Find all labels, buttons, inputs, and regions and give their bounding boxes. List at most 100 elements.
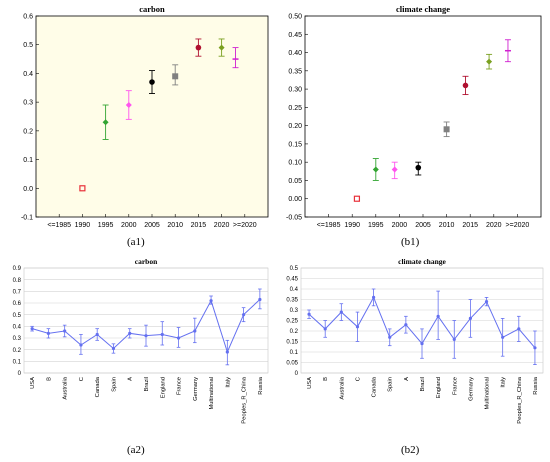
carbon-country-plot-frame	[23, 267, 269, 374]
climate-year-xtick-label: 2000	[392, 222, 408, 229]
climate-year-point-3	[415, 164, 422, 171]
climate-country-point-14	[533, 346, 537, 350]
carbon-country-title: carbon	[135, 257, 158, 266]
climate-year-xtick-label: 2020	[486, 222, 502, 229]
climate-year-point-1	[372, 166, 379, 173]
climate-country-point-9	[452, 337, 456, 341]
carbon-country-xtick-label: USA	[30, 377, 36, 389]
climate-year-ytick-label: 0.15	[288, 141, 302, 148]
climate-year-title: climate change	[396, 4, 450, 14]
climate-year-ytick-label: 0.05	[288, 178, 302, 185]
carbon-year-title: carbon	[139, 4, 165, 14]
climate-country-xtick-label: Canada	[372, 376, 378, 397]
carbon-country-xtick-label: Peoples_R_China	[242, 376, 248, 424]
climate-country-ytick-label: 0	[295, 371, 299, 377]
carbon-year-point-2	[125, 102, 132, 109]
carbon-year-ytick-label: 0.1	[23, 157, 33, 164]
climate-year-ytick-label: 0.25	[288, 105, 302, 112]
carbon-country-ytick-label: 0	[18, 371, 22, 377]
carbon-country-xtick-label: C	[79, 377, 85, 381]
climate-year-point-4	[443, 126, 450, 133]
carbon-year-xtick-label: >=2020	[233, 222, 257, 229]
carbon-year-ytick-label: 0.6	[23, 14, 33, 21]
carbon-year-ytick-label: 0.3	[23, 100, 33, 107]
climate-year-ytick-label: 0.30	[288, 87, 302, 94]
carbon-year-xtick-label: 2020	[214, 222, 230, 229]
climate-country-point-8	[436, 314, 440, 318]
carbon-year-plot-area	[35, 15, 269, 218]
climate-country-plot-frame	[300, 267, 544, 374]
climate-country-point-6	[404, 323, 408, 327]
carbon-year-point-4	[172, 73, 179, 80]
climate-country-point-13	[517, 327, 521, 331]
climate-year-xtick-label: 2005	[415, 222, 431, 229]
climate-country-point-11	[484, 300, 489, 304]
carbon-year-point-0	[79, 185, 86, 192]
carbon-country-point-6	[128, 331, 132, 335]
climate-year-ytick-label: 0.35	[288, 68, 302, 75]
climate-year-point-2	[391, 166, 398, 173]
climate-country-xtick-label: Italy	[501, 377, 507, 388]
climate-year-ytick-label: -0.05	[286, 215, 302, 222]
climate-country-point-4	[372, 295, 376, 299]
carbon-country-point-13	[242, 313, 246, 317]
carbon-country-ytick-label: 0.3	[13, 336, 22, 342]
carbon-country-point-10	[193, 329, 197, 333]
climate-country-ytick-label: 0.05	[286, 361, 298, 367]
climate-year-ytick-label: 0.20	[288, 123, 302, 130]
climate-country-xtick-label: USA	[307, 377, 313, 389]
climate-year-plot-area	[304, 15, 542, 218]
carbon-year-ytick-label: 0.4	[23, 71, 33, 78]
carbon-country-ytick-label: 0.2	[13, 348, 22, 354]
climate-year-xtick-label: 1995	[368, 222, 384, 229]
climate-country-point-5	[388, 335, 392, 339]
carbon-year-xtick-label: <=1985	[47, 222, 71, 229]
climate-country-point-0	[307, 312, 311, 316]
carbon-country-ytick-label: 0.9	[13, 266, 22, 272]
climate-country-ytick-label: 0.45	[286, 277, 298, 283]
carbon-country-point-1	[46, 331, 51, 335]
climate-country-ytick-label: 0.2	[290, 329, 299, 335]
panel-label-b2: (b2)	[401, 444, 420, 456]
carbon-year-xtick-label: 2010	[167, 222, 183, 229]
climate-country-xtick-label: France	[452, 377, 458, 395]
carbon-country-point-2	[63, 329, 67, 333]
carbon-year-xtick-label: 2005	[144, 222, 160, 229]
carbon-country-point-0	[30, 327, 34, 331]
climate-change-year-chart: climate change -0.05 0.00 0.05 0.10 0.15 0.20 0…	[286, 4, 542, 229]
carbon-country-point-11	[209, 299, 213, 303]
carbon-year-ytick-label: 0.5	[23, 42, 33, 49]
carbon-country-xtick-label: Multinational	[209, 377, 215, 410]
carbon-year-xtick-label: 2000	[121, 222, 137, 229]
climate-year-ytick-label: 0.40	[288, 50, 302, 57]
carbon-country-xtick-label: Spain	[111, 377, 117, 392]
carbon-year-xtick-label: 2015	[191, 222, 207, 229]
carbon-country-xtick-label: Canada	[95, 376, 101, 397]
climate-country-xtick-label: Russia	[533, 376, 539, 394]
climate-year-point-0	[353, 195, 361, 202]
carbon-year-ytick-label: -0.1	[21, 215, 33, 222]
climate-year-xtick-label: 1990	[344, 222, 360, 229]
carbon-country-ytick-label: 0.5	[13, 313, 22, 319]
panel-label-b1: (b1)	[401, 236, 420, 248]
carbon-country-point-8	[160, 332, 164, 337]
climate-country-point-12	[501, 335, 505, 339]
panel-label-a1: (a1)	[127, 236, 145, 248]
carbon-country-xtick-label: France	[177, 377, 183, 395]
carbon-country-ytick-label: 0.8	[13, 278, 22, 284]
climate-country-ytick-label: 0.15	[286, 340, 298, 346]
climate-country-ytick-label: 0.1	[290, 350, 299, 356]
climate-country-ytick-label: 0.3	[290, 308, 299, 314]
climate-year-point-5	[462, 82, 469, 89]
climate-country-point-1	[323, 327, 327, 331]
climate-country-point-2	[339, 310, 343, 314]
climate-year-xtick-label: >=2020	[506, 222, 530, 229]
carbon-country-xtick-label: Germany	[193, 377, 199, 401]
climate-country-xtick-label: C	[355, 377, 361, 381]
carbon-year-xtick-label: 1990	[75, 222, 91, 229]
carbon-year-point-6	[218, 44, 225, 51]
carbon-year-point-3	[149, 79, 155, 85]
panel-label-a2: (a2)	[127, 444, 145, 456]
carbon-country-xtick-label: England	[160, 377, 166, 398]
carbon-country-ytick-label: 0.4	[13, 325, 22, 331]
